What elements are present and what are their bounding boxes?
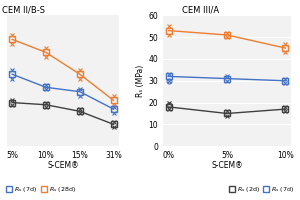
Y-axis label: Rₛ (MPa): Rₛ (MPa) — [136, 65, 146, 97]
Legend: $R_s$ (7d), $R_s$ (28d): $R_s$ (7d), $R_s$ (28d) — [3, 183, 78, 197]
Legend: $R_s$ (2d), $R_s$ (7d): $R_s$ (2d), $R_s$ (7d) — [226, 183, 297, 197]
X-axis label: S-CEM®: S-CEM® — [211, 161, 243, 170]
X-axis label: S-CEM®: S-CEM® — [47, 161, 79, 170]
Text: CEM II/B-S: CEM II/B-S — [2, 6, 44, 15]
Text: CEM III/A: CEM III/A — [182, 6, 219, 15]
